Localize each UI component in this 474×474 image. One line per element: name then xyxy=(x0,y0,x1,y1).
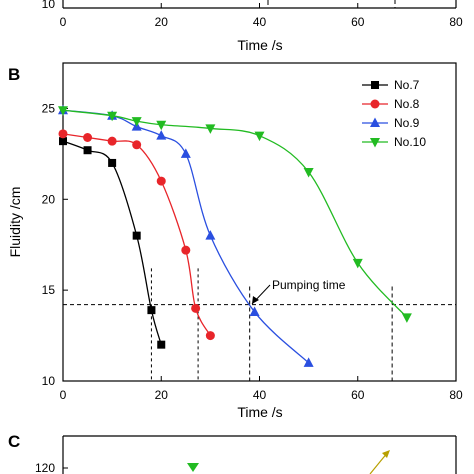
x-tick-label: 20 xyxy=(155,388,169,402)
legend-marker xyxy=(371,81,379,89)
top-panel-x-axis-title: Time /s xyxy=(237,37,282,53)
legend-label: No.9 xyxy=(394,116,420,130)
data-point xyxy=(249,306,260,316)
legend-label: No.7 xyxy=(394,78,420,92)
series-line xyxy=(62,109,408,318)
y-tick-label: 25 xyxy=(42,101,56,115)
legend-label: No.8 xyxy=(394,97,420,111)
legend-marker xyxy=(370,99,380,109)
data-point xyxy=(303,357,314,367)
panel-b-x-axis-title: Time /s xyxy=(237,404,282,420)
top-panel-x-tick-label: 40 xyxy=(253,15,267,29)
data-point xyxy=(156,130,167,140)
data-point xyxy=(107,136,117,146)
top-partial-panel: 10 0 20 40 60 80 Time /s xyxy=(42,0,463,53)
panel-c-label: C xyxy=(8,432,20,451)
data-point xyxy=(303,168,314,178)
panel-b-y-axis-title: Fluidity /cm xyxy=(7,187,23,258)
data-point xyxy=(191,303,201,313)
x-tick-label: 80 xyxy=(449,388,463,402)
x-tick-label: 0 xyxy=(60,388,67,402)
y-tick-label: 10 xyxy=(42,374,56,388)
y-tick-label: 20 xyxy=(42,192,56,206)
data-point xyxy=(107,111,118,122)
data-point xyxy=(132,140,142,150)
data-point xyxy=(181,245,191,255)
series-line xyxy=(62,109,310,364)
series-line xyxy=(62,140,162,345)
y-tick-label: 15 xyxy=(42,283,56,297)
panel-c-arrowhead xyxy=(382,450,390,458)
data-point xyxy=(157,340,166,349)
panel-b-label: B xyxy=(8,65,20,84)
data-point xyxy=(401,313,412,323)
data-point xyxy=(83,146,92,155)
top-panel-x-tick-label: 60 xyxy=(351,15,365,29)
panel-c-y-tick: 120 xyxy=(35,461,55,474)
x-tick-label: 60 xyxy=(351,388,365,402)
data-point xyxy=(58,106,68,116)
panel-c-marker xyxy=(187,463,199,472)
top-panel-x-tick-label: 80 xyxy=(449,15,463,29)
top-panel-x-tick-label: 0 xyxy=(60,15,67,29)
data-point xyxy=(205,331,215,341)
data-point xyxy=(58,129,68,139)
data-point xyxy=(156,176,166,186)
data-point xyxy=(83,133,93,143)
legend-marker xyxy=(370,117,380,127)
data-point xyxy=(108,158,117,167)
pumping-time-arrowhead xyxy=(252,296,259,304)
data-point xyxy=(205,230,216,240)
data-point xyxy=(131,117,142,127)
x-tick-label: 40 xyxy=(253,388,267,402)
pumping-time-label: Pumping time xyxy=(272,278,346,292)
data-point xyxy=(180,148,191,158)
legend-label: No.10 xyxy=(394,135,426,149)
data-point xyxy=(156,120,167,131)
data-point xyxy=(205,124,216,134)
legend-marker xyxy=(370,138,380,148)
data-point xyxy=(147,306,156,315)
data-point xyxy=(352,258,363,269)
data-point xyxy=(132,231,141,240)
top-panel-x-tick-label: 20 xyxy=(155,15,169,29)
data-point xyxy=(254,131,265,142)
data-point xyxy=(59,137,67,146)
top-panel-y-tick: 10 xyxy=(42,0,56,11)
